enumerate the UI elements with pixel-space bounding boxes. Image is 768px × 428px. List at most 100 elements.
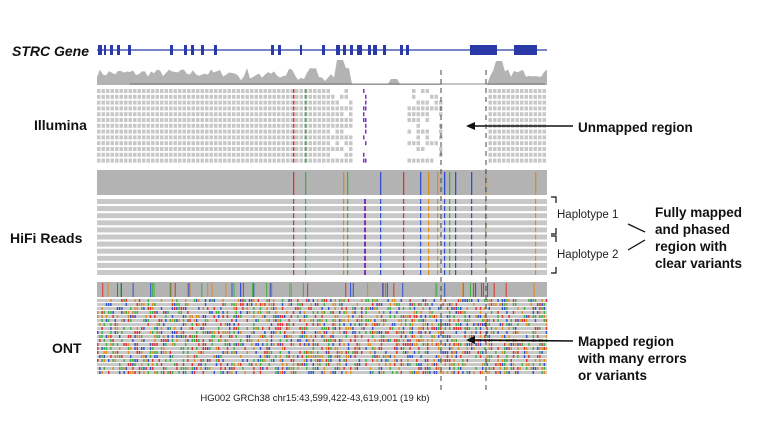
ont-mismatch	[400, 315, 402, 318]
ont-mismatch	[497, 299, 499, 302]
ont-mismatch	[132, 339, 134, 342]
ont-mismatch	[453, 351, 455, 354]
illumina-read	[218, 112, 222, 117]
hifi-variant	[455, 241, 457, 247]
ont-mismatch	[449, 323, 451, 326]
ont-mismatch	[266, 351, 268, 354]
illumina-read	[191, 147, 195, 151]
illumina-read	[259, 118, 263, 122]
ont-mismatch	[152, 343, 154, 346]
illumina-read	[218, 141, 222, 146]
illumina-read	[344, 89, 348, 93]
illumina-read	[164, 89, 168, 93]
ont-mismatch	[380, 339, 383, 342]
illumina-read	[416, 123, 420, 128]
ont-mismatch	[114, 327, 116, 330]
ont-mismatch	[114, 319, 116, 322]
illumina-read	[124, 100, 128, 105]
ont-mismatch	[534, 327, 537, 330]
ont-mismatch	[385, 351, 387, 354]
hifi-variant	[305, 199, 307, 204]
ont-mismatch	[292, 371, 295, 374]
ont-mismatch	[422, 371, 424, 374]
ont-mismatch	[501, 363, 504, 366]
illumina-read	[317, 152, 321, 157]
illumina-variant	[293, 141, 295, 146]
illumina-read	[502, 141, 506, 146]
illumina-read	[218, 100, 222, 105]
illumina-read	[227, 112, 231, 117]
ont-mismatch	[182, 319, 185, 322]
ont-mismatch	[534, 299, 537, 302]
ont-mismatch	[369, 319, 372, 322]
ont-mismatch	[207, 359, 209, 362]
illumina-read	[277, 89, 281, 93]
ont-mismatch	[451, 307, 453, 310]
illumina-read	[313, 112, 317, 117]
illumina-read	[97, 152, 101, 157]
illumina-read	[119, 147, 123, 151]
ont-mismatch	[257, 343, 259, 346]
ont-mismatch	[306, 299, 308, 302]
illumina-read	[209, 123, 213, 128]
illumina-read	[349, 147, 353, 151]
illumina-read	[241, 123, 245, 128]
ont-mismatch	[407, 315, 409, 318]
ont-mismatch	[235, 315, 237, 318]
ont-mismatch	[292, 343, 295, 346]
ont-mismatch	[301, 303, 303, 306]
ont-mismatch	[99, 339, 101, 342]
ont-mismatch	[237, 323, 240, 326]
ont-mismatch	[466, 343, 468, 346]
illumina-read	[133, 94, 137, 99]
ont-mismatch	[451, 347, 453, 350]
ont-mismatch	[545, 299, 548, 302]
ont-mismatch	[279, 355, 281, 358]
illumina-read	[268, 112, 272, 117]
ont-mismatch	[352, 331, 354, 334]
ont-mismatch	[341, 303, 343, 306]
ont-mismatch	[356, 367, 358, 370]
ont-mismatch	[112, 367, 114, 370]
illumina-read	[335, 106, 339, 111]
ont-coverage-variant	[269, 283, 271, 297]
illumina-read	[133, 100, 137, 105]
ont-mismatch	[202, 347, 204, 350]
ont-mismatch	[110, 355, 112, 358]
ont-mismatch	[495, 363, 497, 366]
ont-mismatch	[416, 359, 418, 362]
ont-mismatch	[99, 323, 101, 326]
illumina-read	[349, 118, 353, 122]
ont-mismatch	[530, 367, 532, 370]
ont-mismatch	[237, 315, 240, 318]
illumina-read	[331, 100, 335, 105]
ont-mismatch	[277, 323, 279, 326]
hifi-variant	[343, 234, 345, 240]
hifi-variant	[437, 234, 439, 240]
ont-mismatch	[339, 355, 341, 358]
ont-mismatch	[138, 299, 141, 302]
illumina-read	[533, 129, 537, 134]
ont-mismatch	[207, 347, 209, 350]
illumina-read	[520, 94, 524, 99]
illumina-variant	[365, 106, 367, 111]
ont-mismatch	[438, 343, 440, 346]
ont-mismatch	[268, 347, 270, 350]
ont-mismatch	[110, 335, 112, 338]
ont-mismatch	[323, 339, 325, 342]
illumina-read	[119, 89, 123, 93]
illumina-read	[281, 118, 285, 122]
ont-mismatch	[297, 299, 299, 302]
illumina-read	[277, 123, 281, 128]
ont-mismatch	[246, 327, 248, 330]
illumina-read	[286, 112, 290, 117]
hifi-variant	[444, 220, 446, 226]
illumina-read	[506, 135, 510, 140]
ont-mismatch	[356, 363, 358, 366]
ont-mismatch	[253, 367, 255, 370]
illumina-read	[137, 147, 141, 151]
hifi-variant	[535, 248, 537, 254]
illumina-read	[128, 147, 132, 151]
ont-mismatch	[367, 299, 369, 302]
